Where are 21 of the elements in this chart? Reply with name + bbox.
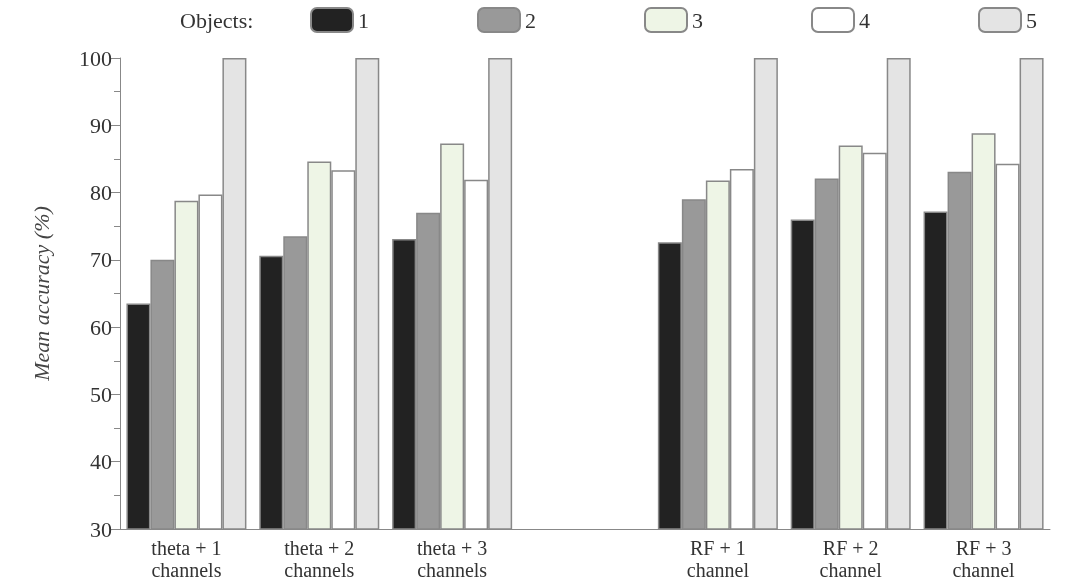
legend-title: Objects:: [180, 7, 254, 33]
x-tick-label: theta + 3 channels: [417, 537, 488, 581]
legend-label: 3: [692, 7, 703, 33]
y-tick-label: 100: [79, 45, 112, 71]
y-tick-label: 80: [90, 180, 112, 206]
y-tick-label: 30: [90, 516, 112, 542]
y-tick-label: 60: [90, 314, 112, 340]
x-tick-label: theta + 2 channels: [284, 537, 355, 581]
legend-label: 5: [1026, 7, 1037, 33]
legend-label: 2: [525, 7, 536, 33]
x-tick-label: RF + 2 channel: [819, 537, 883, 581]
legend-label: 4: [859, 7, 870, 33]
y-tick-label: 90: [90, 112, 112, 138]
y-tick-label: 70: [90, 247, 112, 273]
x-tick-label: RF + 1 channel: [686, 537, 750, 581]
y-tick-label: 40: [90, 449, 112, 475]
legend-label: 1: [358, 7, 369, 33]
y-axis-title: Mean accuracy (%): [28, 206, 54, 382]
x-tick-label: theta + 1 channels: [151, 537, 222, 581]
x-tick-label: RF + 3 channel: [952, 537, 1016, 581]
y-tick-label: 50: [90, 381, 112, 407]
